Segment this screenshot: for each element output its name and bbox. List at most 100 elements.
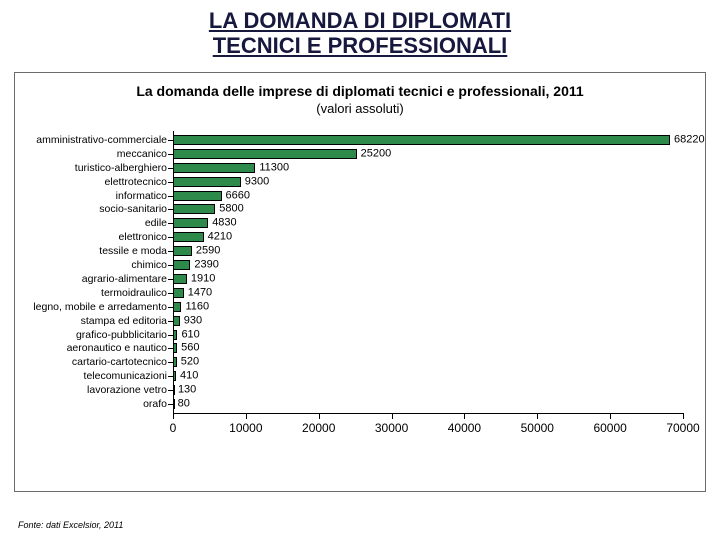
- bar-value-label: 5800: [219, 204, 243, 215]
- bar: [173, 399, 175, 409]
- x-tick: [173, 413, 174, 419]
- y-tick: [168, 279, 173, 280]
- bar: [173, 163, 255, 173]
- bar: [173, 218, 208, 228]
- bar-row: termoidraulico1470: [173, 288, 683, 298]
- bar-category-label: elettronico: [119, 232, 173, 243]
- y-tick: [168, 265, 173, 266]
- bar: [173, 274, 187, 284]
- bar: [173, 260, 190, 270]
- x-tick: [683, 413, 684, 419]
- x-tick: [610, 413, 611, 419]
- y-tick: [168, 154, 173, 155]
- x-tick: [392, 413, 393, 419]
- bar-value-label: 930: [184, 315, 202, 326]
- y-tick: [168, 168, 173, 169]
- bar-row: aeronautico e nautico560: [173, 343, 683, 353]
- bar-category-label: meccanico: [117, 149, 173, 160]
- y-tick: [168, 293, 173, 294]
- bar-value-label: 1470: [188, 287, 212, 298]
- chart-plot-area: amministrativo-commerciale68220 meccanico…: [173, 129, 683, 449]
- y-tick: [168, 335, 173, 336]
- y-tick: [168, 321, 173, 322]
- bar-value-label: 4830: [212, 218, 236, 229]
- y-tick: [168, 348, 173, 349]
- chart-subtitle: (valori assoluti): [15, 101, 705, 116]
- bar-value-label: 11300: [259, 162, 289, 173]
- y-tick: [168, 362, 173, 363]
- bar-row: informatico6660: [173, 191, 683, 201]
- bar: [173, 302, 181, 312]
- bar-value-label: 560: [181, 343, 199, 354]
- bar: [173, 149, 357, 159]
- bar-category-label: stampa ed editoria: [81, 315, 173, 326]
- bar: [173, 330, 177, 340]
- bar-row: chimico2390: [173, 260, 683, 270]
- main-title: LA DOMANDA DI DIPLOMATI TECNICI E PROFES…: [0, 0, 720, 59]
- bar-row: grafico-pubblicitario610: [173, 330, 683, 340]
- y-tick: [168, 251, 173, 252]
- bar: [173, 371, 176, 381]
- bar-category-label: legno, mobile e arredamento: [33, 301, 173, 312]
- x-tick: [246, 413, 247, 419]
- page: LA DOMANDA DI DIPLOMATI TECNICI E PROFES…: [0, 0, 720, 540]
- bar-value-label: 80: [178, 399, 190, 410]
- bar: [173, 288, 184, 298]
- bar: [173, 316, 180, 326]
- bar-row: elettronico4210: [173, 232, 683, 242]
- bar-value-label: 68220: [674, 134, 705, 145]
- x-tick: [319, 413, 320, 419]
- bar-row: tessile e moda2590: [173, 246, 683, 256]
- bar-row: stampa ed editoria930: [173, 316, 683, 326]
- bar-category-label: informatico: [116, 190, 173, 201]
- bar: [173, 385, 175, 395]
- bar-value-label: 130: [178, 385, 196, 396]
- bar-category-label: agrario-alimentare: [82, 274, 173, 285]
- source-note: Fonte: dati Excelsior, 2011: [18, 520, 123, 530]
- y-tick: [168, 140, 173, 141]
- bar-category-label: aeronautico e nautico: [67, 343, 173, 354]
- bar: [173, 343, 177, 353]
- x-tick-label: 50000: [521, 421, 554, 435]
- x-tick-label: 10000: [229, 421, 262, 435]
- bar-row: agrario-alimentare1910: [173, 274, 683, 284]
- bar-row: amministrativo-commerciale68220: [173, 135, 683, 145]
- x-tick-label: 20000: [302, 421, 335, 435]
- bar-row: elettrotecnico9300: [173, 177, 683, 187]
- bar-row: telecomunicazioni410: [173, 371, 683, 381]
- y-tick: [168, 223, 173, 224]
- bar-category-label: cartario-cartotecnico: [72, 357, 173, 368]
- bar: [173, 177, 241, 187]
- bar-value-label: 610: [181, 329, 199, 340]
- x-tick-label: 70000: [666, 421, 699, 435]
- bar-value-label: 1160: [185, 301, 209, 312]
- bar-row: meccanico25200: [173, 149, 683, 159]
- bar: [173, 204, 215, 214]
- bar-row: orafo80: [173, 399, 683, 409]
- x-tick-label: 60000: [593, 421, 626, 435]
- bar-category-label: termoidraulico: [101, 288, 173, 299]
- y-tick: [168, 237, 173, 238]
- y-tick: [168, 209, 173, 210]
- bar-row: lavorazione vetro130: [173, 385, 683, 395]
- x-axis-line: [173, 413, 683, 414]
- chart-container: La domanda delle imprese di diplomati te…: [14, 72, 706, 492]
- bar-value-label: 520: [181, 357, 199, 368]
- bar: [173, 191, 222, 201]
- x-tick: [537, 413, 538, 419]
- bar: [173, 246, 192, 256]
- bar-category-label: chimico: [131, 260, 173, 271]
- bar-category-label: lavorazione vetro: [87, 385, 173, 396]
- bar-category-label: elettrotecnico: [105, 176, 173, 187]
- bar-value-label: 6660: [226, 190, 250, 201]
- bar: [173, 135, 670, 145]
- bar-category-label: tessile e moda: [99, 246, 173, 257]
- bar-row: socio-sanitario5800: [173, 204, 683, 214]
- y-tick: [168, 196, 173, 197]
- bar-row: legno, mobile e arredamento1160: [173, 302, 683, 312]
- bar-value-label: 410: [180, 371, 198, 382]
- x-tick-label: 0: [170, 421, 177, 435]
- bar-value-label: 2390: [194, 260, 218, 271]
- bar-value-label: 2590: [196, 246, 220, 257]
- bar-value-label: 25200: [361, 148, 392, 159]
